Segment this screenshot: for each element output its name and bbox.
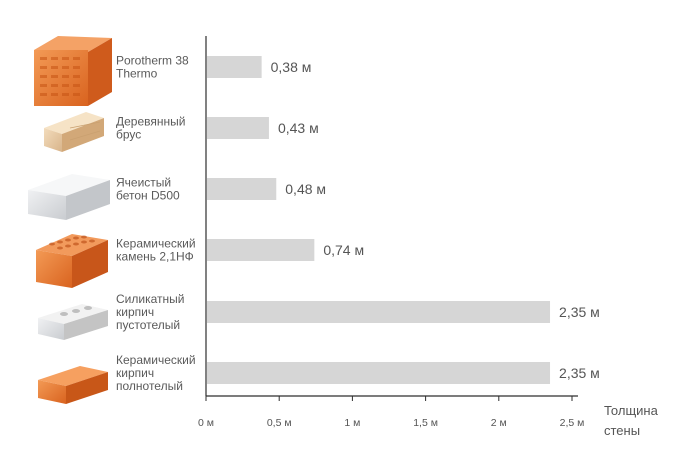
x-tick-label-1: 0,5 м — [267, 417, 292, 429]
category-label-4-0: Силикатный — [116, 292, 184, 306]
x-tick-label-0: 0 м — [198, 417, 214, 429]
x-axis-ticks: 0 м 0,5 м 1 м 1,5 м 2 м 2,5 м — [198, 396, 584, 429]
category-label-1-1: брус — [116, 128, 141, 142]
bar-4 — [207, 301, 551, 323]
bar-5 — [207, 362, 551, 384]
bar-0 — [207, 56, 262, 78]
category-label-2-1: бетон D500 — [116, 189, 180, 203]
ceramic-stone-icon — [36, 234, 108, 288]
wooden-beam-icon — [44, 112, 104, 152]
bar-3 — [207, 239, 315, 261]
aerated-concrete-block-icon — [28, 174, 110, 220]
value-label-4: 2,35 м — [559, 304, 600, 320]
category-label-1-0: Деревянный — [116, 115, 185, 129]
category-label-4-2: пустотелый — [116, 318, 180, 332]
x-tick-label-2: 1 м — [344, 417, 360, 429]
x-tick-label-5: 2,5 м — [560, 417, 585, 429]
bar-1 — [207, 117, 269, 139]
ceramic-solid-brick-icon — [38, 366, 108, 404]
value-labels: 0,38 м 0,43 м 0,48 м 0,74 м 2,35 м 2,35 м — [271, 59, 600, 381]
category-label-3-1: камень 2,1НФ — [116, 250, 194, 264]
value-label-2: 0,48 м — [285, 181, 326, 197]
category-label-2-0: Ячеистый — [116, 176, 171, 190]
bars — [207, 56, 551, 384]
category-label-0-1: Thermo — [116, 67, 158, 81]
category-label-5-0: Керамический — [116, 353, 196, 367]
x-axis-title-line-1: Толщина — [604, 403, 659, 418]
bar-2 — [207, 178, 277, 200]
x-tick-label-4: 2 м — [491, 417, 507, 429]
value-label-1: 0,43 м — [278, 120, 319, 136]
category-label-4-1: кирпич — [116, 305, 154, 319]
porotherm-block-icon — [34, 36, 112, 106]
x-tick-label-3: 1,5 м — [413, 417, 438, 429]
value-label-0: 0,38 м — [271, 59, 312, 75]
category-label-0-0: Porotherm 38 — [116, 54, 189, 68]
silicate-hollow-brick-icon — [38, 304, 108, 340]
category-label-5-1: кирпич — [116, 366, 154, 380]
value-label-5: 2,35 м — [559, 365, 600, 381]
value-label-3: 0,74 м — [323, 242, 364, 258]
category-label-5-2: полнотелый — [116, 379, 183, 393]
category-label-3-0: Керамический — [116, 237, 196, 251]
x-axis-title-line-2: стены — [604, 423, 640, 438]
